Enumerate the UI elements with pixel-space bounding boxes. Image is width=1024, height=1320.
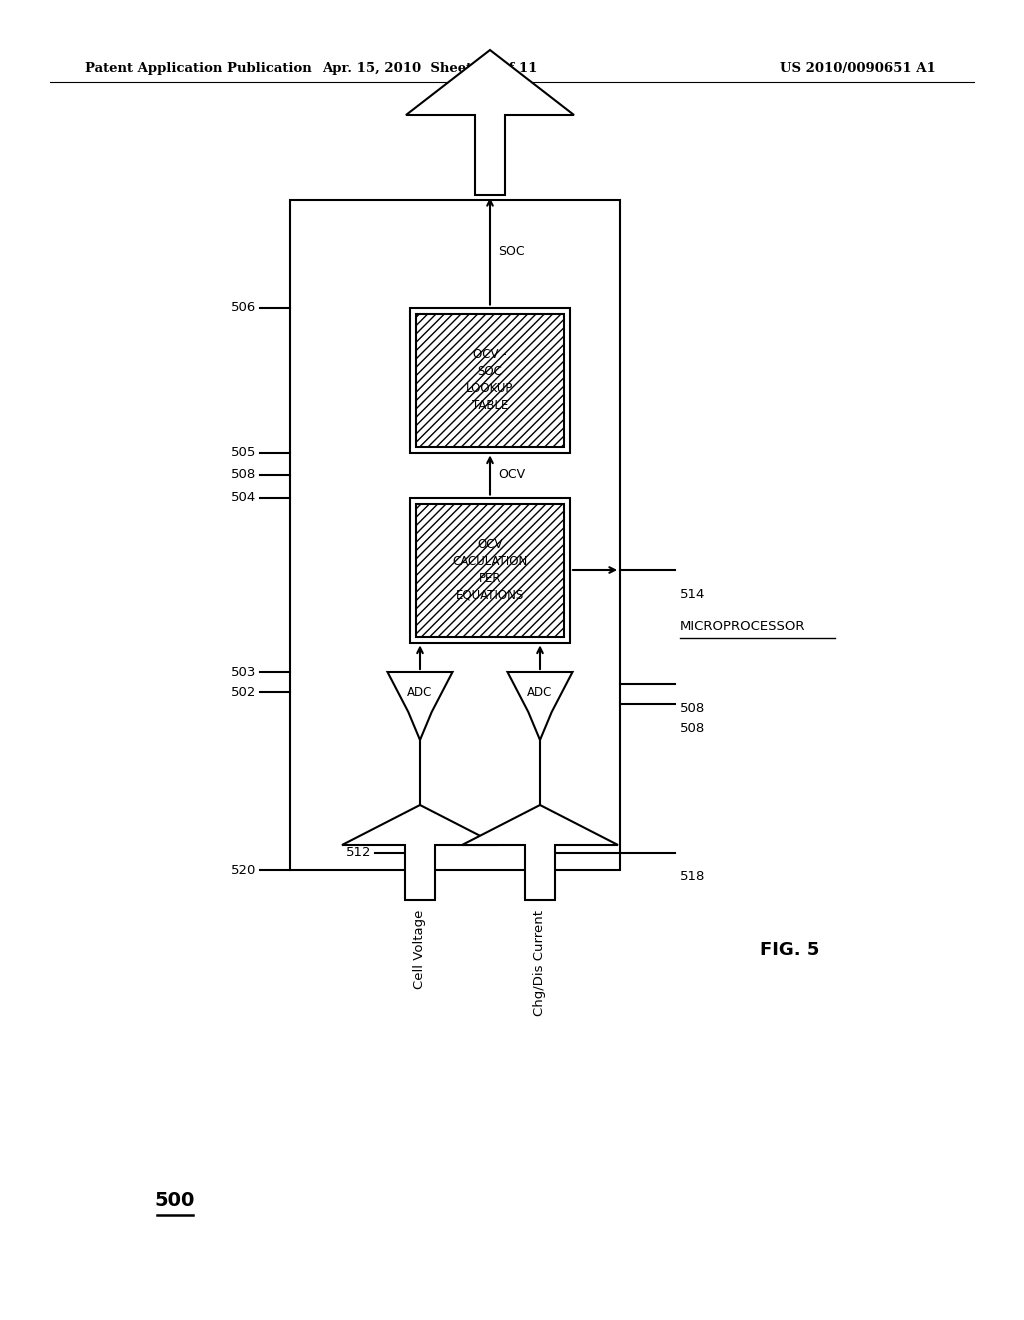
Text: 518: 518	[680, 870, 706, 883]
Text: 508: 508	[230, 469, 256, 482]
Text: Cell Voltage: Cell Voltage	[414, 909, 427, 990]
Text: Chg/Dis Current: Chg/Dis Current	[534, 909, 547, 1016]
Polygon shape	[508, 672, 572, 741]
Text: 520: 520	[230, 863, 256, 876]
Bar	[410, 308, 570, 453]
Text: SOC: SOC	[498, 244, 524, 257]
Text: 500: 500	[155, 1191, 196, 1209]
Text: OCV -
SOC
LOOKUP
TABLE: OCV - SOC LOOKUP TABLE	[466, 348, 514, 412]
Polygon shape	[406, 50, 574, 195]
Text: 514: 514	[680, 587, 706, 601]
Bar	[416, 503, 564, 636]
Text: ADC: ADC	[527, 685, 553, 698]
Text: 508: 508	[680, 722, 706, 735]
Text: MICROPROCESSOR: MICROPROCESSOR	[680, 620, 806, 634]
Text: 512: 512	[345, 846, 371, 859]
Bar	[290, 201, 620, 870]
Text: 502: 502	[230, 685, 256, 698]
Text: OCV: OCV	[498, 469, 525, 482]
Text: 504: 504	[230, 491, 256, 504]
Text: Apr. 15, 2010  Sheet 11 of 11: Apr. 15, 2010 Sheet 11 of 11	[323, 62, 538, 75]
Text: 503: 503	[230, 665, 256, 678]
Text: US 2010/0090651 A1: US 2010/0090651 A1	[780, 62, 936, 75]
Text: Patent Application Publication: Patent Application Publication	[85, 62, 311, 75]
Polygon shape	[387, 672, 453, 741]
Text: 508: 508	[680, 702, 706, 715]
Polygon shape	[342, 805, 498, 900]
Bar	[410, 498, 570, 643]
Text: ADC: ADC	[408, 685, 433, 698]
Polygon shape	[462, 805, 618, 900]
Text: 505: 505	[230, 446, 256, 459]
Text: 506: 506	[230, 301, 256, 314]
Text: FIG. 5: FIG. 5	[760, 941, 819, 960]
Text: OCV
CACULATION
PER
EQUATIONS: OCV CACULATION PER EQUATIONS	[453, 539, 527, 602]
Bar	[416, 314, 564, 446]
